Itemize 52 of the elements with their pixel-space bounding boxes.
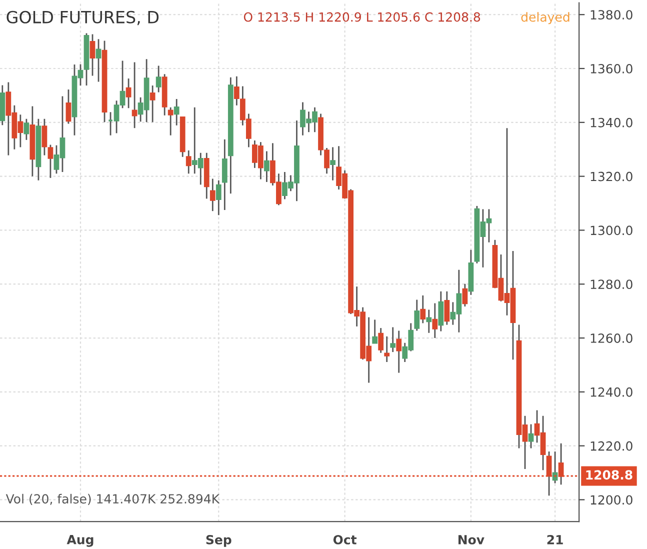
candlestick — [390, 326, 396, 353]
candlestick — [372, 318, 378, 344]
candlestick — [24, 118, 30, 141]
candlestick — [126, 78, 132, 109]
x-tick-label: 21 — [547, 534, 563, 544]
candlestick — [330, 146, 336, 182]
candlestick — [396, 330, 402, 374]
y-tick-label: 1280.0 — [590, 280, 632, 290]
candlestick — [264, 150, 270, 183]
x-tick-label: Nov — [458, 535, 484, 544]
candlestick — [48, 144, 54, 179]
y-tick-label: 1220.0 — [590, 441, 632, 451]
candlestick — [462, 283, 468, 308]
candlestick — [210, 178, 216, 212]
candlestick — [444, 290, 450, 326]
y-tick-label: 1200.0 — [590, 495, 632, 505]
candlestick — [222, 138, 228, 211]
candlestick — [384, 336, 390, 363]
x-tick-label: Aug — [66, 535, 94, 547]
y-tick-label: 1340.0 — [590, 118, 632, 128]
candlestick — [66, 88, 72, 124]
candlestick — [378, 327, 384, 354]
y-tick-label: 1360.0 — [590, 64, 632, 74]
candlestick — [426, 309, 432, 334]
candlestick — [186, 150, 192, 174]
candlestick — [168, 106, 174, 136]
candlestick — [552, 450, 558, 484]
candlestick — [42, 118, 48, 156]
y-tick-label: 1380.0 — [590, 10, 632, 20]
candlestick — [90, 34, 96, 76]
candlestick — [414, 299, 420, 332]
annotation: O 1213.5 H 1220.9 L 1205.6 C 1208.8 — [244, 12, 480, 22]
annotation: delayed — [521, 12, 570, 24]
chart-title: GOLD FUTURES, D — [6, 10, 159, 26]
candlestick — [156, 65, 162, 93]
candlestick — [96, 38, 102, 82]
candlestick — [216, 180, 222, 216]
candlestick — [438, 290, 444, 332]
candlestick — [174, 98, 180, 126]
candlestick — [432, 302, 438, 339]
y-tick-label: 1320.0 — [590, 172, 632, 182]
ref-line-label: 1208.8 — [586, 470, 632, 480]
y-tick-label: 1300.0 — [590, 226, 632, 236]
x-tick-label: Sep — [206, 534, 232, 547]
candlestick — [150, 84, 156, 123]
y-tick-label: 1240.0 — [590, 387, 632, 397]
annotation: Vol (20, false) 141.407K 252.894K — [6, 494, 220, 506]
x-tick-label: Oct — [333, 534, 357, 544]
y-tick-label: 1260.0 — [590, 333, 632, 343]
candlestick — [132, 62, 138, 129]
candlestick — [420, 294, 426, 324]
candlestick — [528, 424, 534, 449]
